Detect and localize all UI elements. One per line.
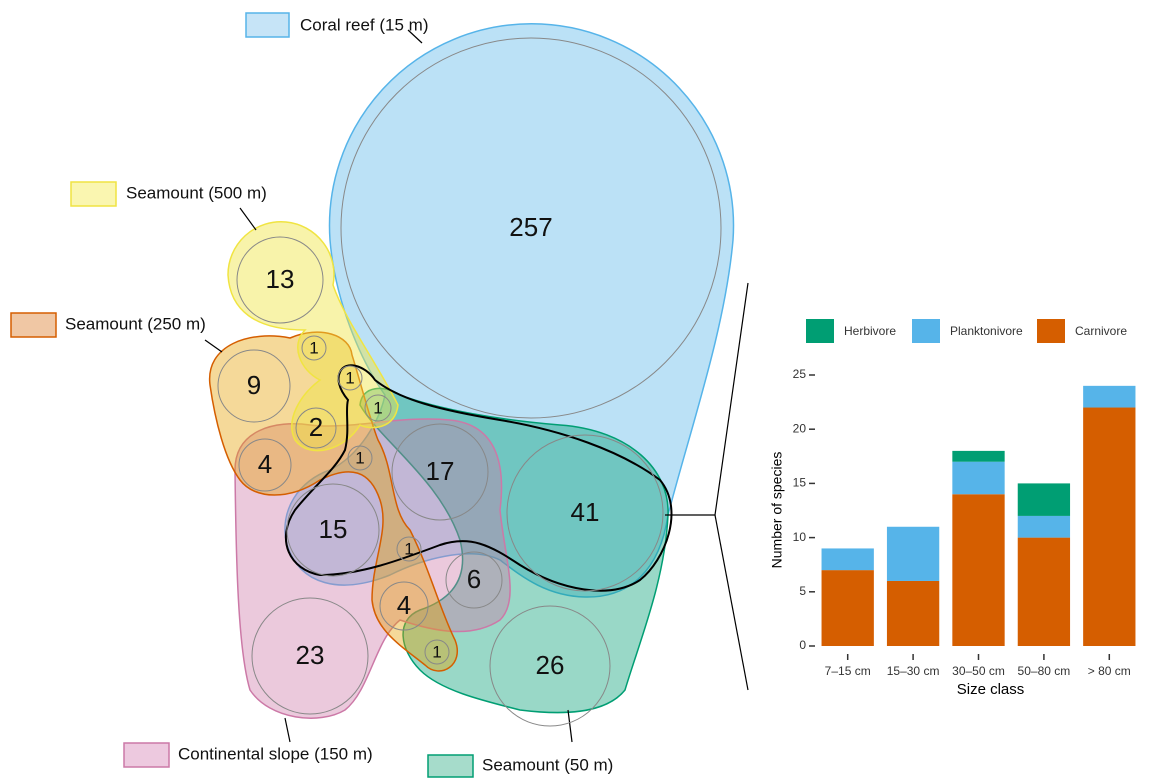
region-circle	[295, 407, 337, 449]
bar-segment	[1017, 483, 1071, 516]
legend-label: Herbivore	[844, 324, 896, 338]
y-tick-label: 20	[793, 421, 807, 435]
set-label: Seamount (250 m)	[65, 314, 206, 333]
region-count: 1	[373, 398, 382, 417]
legend-swatch	[245, 12, 290, 38]
region-circle	[379, 581, 429, 631]
legend-swatch	[427, 754, 474, 778]
region-circle	[445, 551, 503, 609]
legend-swatch	[70, 181, 117, 207]
region-count: 1	[309, 338, 318, 357]
region-count: 1	[404, 539, 413, 558]
highlight-outline	[285, 364, 673, 592]
legend-label: Carnivore	[1075, 324, 1127, 338]
region-circle	[337, 365, 363, 391]
region-circle	[489, 605, 611, 727]
set-label: Coral reef (15 m)	[300, 15, 428, 34]
x-axis-title: Size class	[957, 681, 1025, 698]
y-tick-label: 0	[799, 638, 806, 652]
bar-segment	[952, 450, 1005, 462]
region-count: 26	[536, 650, 565, 680]
y-axis-title: Number of species	[769, 452, 785, 569]
x-tick-label: 50–80 cm	[1018, 664, 1071, 678]
y-tick-label: 5	[799, 584, 806, 598]
bar-segment	[1017, 515, 1071, 538]
region-circle	[301, 335, 327, 361]
region-count: 1	[355, 448, 364, 467]
y-tick-label: 25	[793, 367, 807, 381]
region-count: 1	[432, 642, 441, 661]
region-count: 2	[309, 412, 323, 442]
region-circle	[424, 639, 450, 665]
legend-swatch	[10, 312, 57, 338]
bar-segment	[821, 570, 874, 646]
bar-segment	[886, 580, 940, 646]
region-count: 17	[426, 456, 455, 486]
legend-swatch	[912, 319, 940, 343]
x-tick-label: 7–15 cm	[825, 664, 871, 678]
set-label: Continental slope (150 m)	[178, 744, 373, 763]
legend-swatch	[123, 742, 170, 768]
region-circle	[217, 349, 291, 423]
region-circle	[251, 597, 369, 715]
set-label: Seamount (50 m)	[482, 755, 613, 774]
region-count: 257	[509, 212, 552, 242]
region-circle	[506, 434, 664, 592]
legend-label: Planktonivore	[950, 324, 1023, 338]
bar-segment	[821, 548, 874, 571]
legend-swatch	[1037, 319, 1065, 343]
set-label: Seamount (500 m)	[126, 183, 267, 202]
x-tick-label: > 80 cm	[1088, 664, 1131, 678]
x-tick-label: 15–30 cm	[887, 664, 940, 678]
region-circle	[396, 536, 422, 562]
region-count: 9	[247, 370, 261, 400]
region-count: 23	[296, 640, 325, 670]
region-count: 41	[571, 497, 600, 527]
region-circle	[347, 445, 373, 471]
region-count: 13	[266, 264, 295, 294]
region-circle	[286, 483, 380, 577]
bar-segment	[952, 494, 1005, 646]
region-circle	[340, 37, 722, 419]
bar-segment	[952, 461, 1005, 495]
bar-segment	[1083, 407, 1136, 646]
leader-lines	[204, 29, 749, 743]
seamount-50-set	[359, 387, 669, 714]
region-circle	[238, 438, 292, 492]
bar-segment	[886, 526, 940, 581]
legend-swatch	[806, 319, 834, 343]
region-circle	[391, 423, 489, 521]
region-count: 4	[258, 449, 272, 479]
region-count: 4	[397, 590, 411, 620]
y-tick-label: 15	[793, 476, 807, 490]
region-count: 15	[319, 514, 348, 544]
bar-chart: 0 5 10 15 20 25 7–15 cm 15–30 cm 30–50 cm 50–80 c…	[769, 319, 1136, 698]
euler-diagram: Coral reef (15 m) Seamount (500 m) Seamo…	[10, 12, 749, 778]
region-circle	[364, 394, 392, 422]
x-tick-label: 30–50 cm	[952, 664, 1005, 678]
region-circle	[236, 236, 324, 324]
y-tick-label: 10	[793, 530, 807, 544]
bar-segment	[1017, 537, 1071, 646]
region-count: 6	[467, 564, 481, 594]
bar-segment	[1083, 385, 1136, 408]
region-count: 1	[345, 368, 354, 387]
set-legend: Coral reef (15 m) Seamount (500 m) Seamo…	[10, 12, 613, 778]
seamount-250-set	[209, 331, 458, 672]
